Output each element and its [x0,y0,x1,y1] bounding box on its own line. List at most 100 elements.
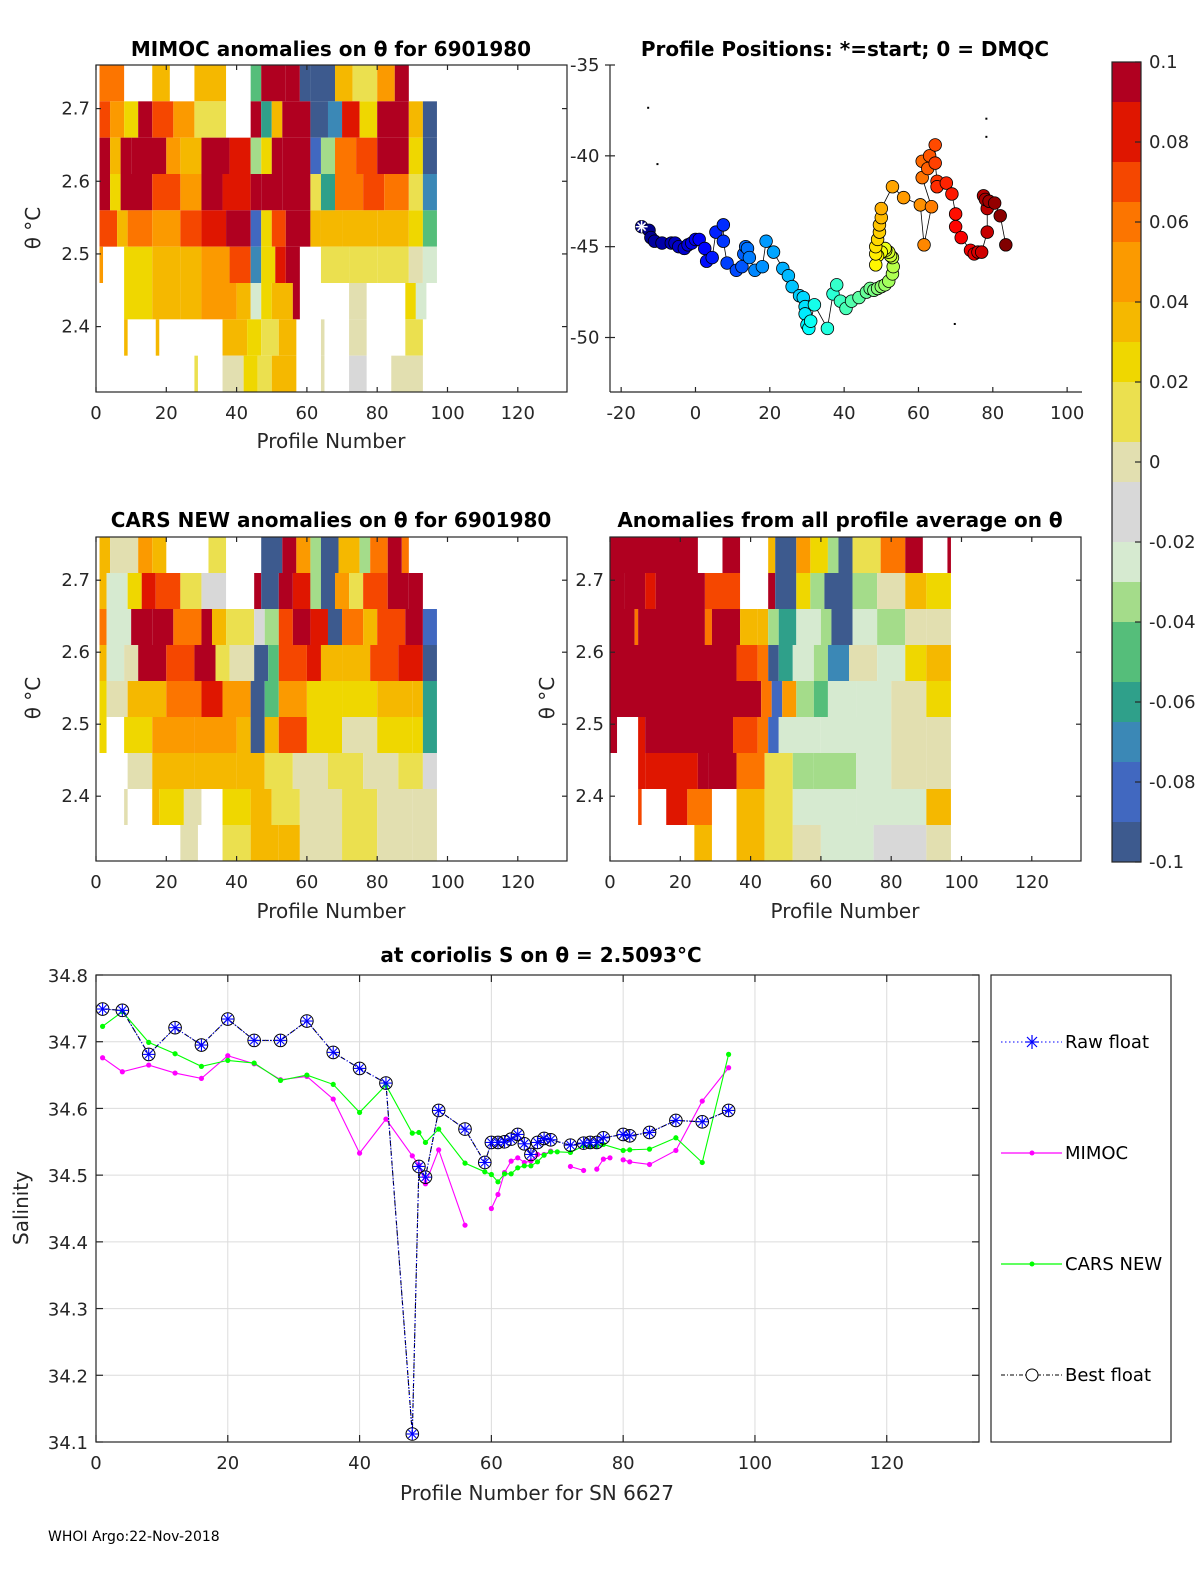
heatmap-cell [377,789,413,825]
profile-position-marker [720,256,734,270]
star-stroke [223,1014,233,1024]
data-point [515,1155,521,1161]
series-mimoc [99,1053,732,1228]
heatmap-cell [247,319,262,356]
star-stroke [566,1140,575,1150]
data-point [725,1065,732,1071]
heatmap-cell [335,65,353,102]
heatmap-cell [891,717,927,753]
data-point [511,1128,524,1141]
star-stroke [645,1128,654,1137]
heatmap-cell [282,537,297,573]
heatmap-cell [236,283,251,320]
colorbar-tick-label: 0 [1149,452,1160,473]
data-point [172,1070,178,1076]
star-stroke [533,1138,542,1147]
series-line [102,1010,730,1183]
heatmap-cell [877,645,906,681]
heatmap-cell [926,609,951,645]
heatmap-cell [264,681,279,717]
legend-item-mimoc: MIMOC [1001,1143,1128,1164]
data-point [412,1160,425,1173]
data-point [115,1003,130,1018]
heatmap-cell [342,645,371,681]
data-point [642,1125,657,1140]
x-tick-label: 0 [90,872,101,893]
data-point [356,1150,363,1156]
y-tick-label: 2.7 [61,99,90,120]
heatmap-cell [856,789,927,825]
data-point [198,1063,205,1069]
data-point [508,1158,514,1164]
y-tick-label: 2.5 [575,714,604,735]
heatmap-cell [422,246,437,283]
heatmap-cell [624,573,646,609]
heatmap-cell [349,246,378,283]
star-stroke [506,1134,516,1144]
colorbar-band [1112,602,1141,623]
colorbar-band [1112,82,1141,103]
star-stroke [546,1135,556,1145]
colorbar-tick-label: -0.02 [1149,532,1196,553]
heatmap-cell [926,753,951,789]
heatmap-cell [138,645,167,681]
heatmap-cell [320,355,325,392]
heatmap-cell [250,246,262,283]
data-point [517,1136,532,1151]
mimoc-anomaly-panel: MIMOC anomalies on θ for 6901980 0 20 40 60… [21,37,568,453]
heatmap-cell [377,717,413,753]
heatmap-cell [377,210,409,247]
colorbar-tick-label: -0.04 [1149,612,1196,633]
heatmap-cell [775,573,797,609]
heatmap-cell [194,717,237,753]
heatmap-cell [645,717,734,753]
colorbar-band [1112,582,1141,603]
heatmap-cell [422,137,437,174]
star-stroke [519,1139,529,1149]
x-tick-label: 120 [501,872,535,893]
heatmap-cell [335,174,364,211]
heatmap-cell [849,645,878,681]
profile-positions-panel: Profile Positions: *=start; 0 = DMQC -20… [570,37,1084,424]
y-tick-label: 34.7 [48,1033,88,1054]
heatmap-cell [422,609,437,645]
heatmap-cell [261,319,279,356]
heatmap-cell [166,681,202,717]
heatmap-cell [412,681,423,717]
heatmap-cell [327,609,343,645]
series-best-float [95,1002,736,1441]
x-tick-label: 0 [90,1453,101,1474]
heatmap-cell [377,65,395,102]
heatmap-cell [222,319,248,356]
profile-position-marker [742,250,757,265]
heatmap-cell [285,210,311,247]
data-point [722,1104,735,1117]
data-point [300,1015,313,1028]
colorbar-band [1112,62,1141,83]
colorbar-band [1112,682,1141,703]
x-tick-label: 0 [604,872,615,893]
y-tick-label: 2.5 [61,244,90,265]
heatmap-cell [261,137,272,174]
heatmap-cell [127,681,167,717]
heatmap-cell [768,609,779,645]
heatmap-cell [422,645,437,681]
colorbar-band [1112,762,1141,783]
heatmap-cell [127,573,142,609]
heatmap-cell [905,645,927,681]
heatmap-cell [320,573,336,609]
heatmap-cell [377,101,409,138]
star-stroke [625,1131,635,1141]
heatmap-cell [768,717,779,753]
heatmap-cell [138,537,153,573]
heatmap-cell [796,573,811,609]
data-point [383,1116,389,1122]
data-point [477,1155,492,1170]
heatmap-cell [152,210,181,247]
star-stroke [414,1162,424,1171]
data-point [195,1039,208,1052]
heatmap-cell [408,210,423,247]
data-point [418,1170,433,1184]
heatmap-cell [310,609,328,645]
